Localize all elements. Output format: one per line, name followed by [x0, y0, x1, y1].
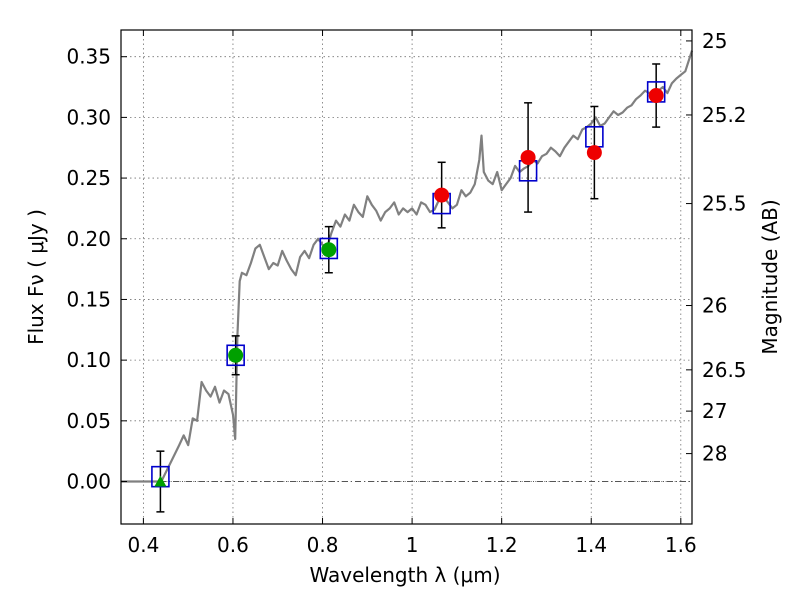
y-tick-label: 0.35 — [66, 45, 111, 69]
right-tick-label: 27 — [702, 399, 727, 423]
axis-ticks: 0.4 0.6 0.8 1 1.2 1.4 1.6 0.00 0.05 0.10 0.15 0.20 0… — [66, 29, 746, 557]
synthetic-flux-box — [226, 344, 245, 367]
x-tick-label: 1 — [406, 533, 419, 557]
photometry-point — [586, 145, 602, 161]
observed-photometry-points — [154, 88, 664, 487]
y-tick-label: 0.15 — [66, 287, 111, 311]
y-tick-label: 0.30 — [66, 105, 111, 129]
right-tick-label: 26 — [702, 294, 727, 318]
photometry-point — [434, 187, 450, 203]
error-bars — [156, 63, 661, 513]
x-tick-label: 0.8 — [307, 533, 339, 557]
synthetic-flux-box — [151, 465, 170, 488]
right-tick-label: 25.2 — [702, 103, 747, 127]
photometry-point — [648, 88, 664, 104]
y-tick-label: 0.00 — [66, 470, 111, 494]
axes-frame — [120, 29, 693, 525]
right-tick-label: 25.5 — [702, 192, 747, 216]
x-tick-label: 1.2 — [486, 533, 518, 557]
model-spectrum-series — [121, 50, 694, 483]
right-tick-label: 26.5 — [702, 358, 747, 382]
y-tick-label: 0.05 — [66, 409, 111, 433]
plot-frame — [120, 29, 693, 525]
model-spectrum-line — [121, 50, 694, 483]
x-tick-label: 1.6 — [665, 533, 697, 557]
x-tick-label: 1.4 — [575, 533, 607, 557]
synthetic-flux-box — [319, 237, 339, 260]
photometry-point — [520, 149, 536, 165]
y-tick-label: 0.20 — [66, 227, 111, 251]
synthetic-photometry-boxes — [151, 81, 666, 488]
grid — [121, 30, 692, 524]
right-tick-label: 28 — [702, 442, 727, 466]
x-tick-label: 0.6 — [217, 533, 249, 557]
x-tick-label: 0.4 — [127, 533, 159, 557]
x-axis-title: Wavelength λ (μm) — [309, 563, 500, 587]
photometry-point — [228, 347, 244, 363]
photometry-point — [154, 475, 167, 487]
y-tick-label: 0.10 — [66, 348, 111, 372]
right-tick-label: 25 — [702, 29, 727, 53]
y-tick-label: 0.25 — [66, 166, 111, 190]
photometry-point — [321, 242, 337, 258]
y-axis-title: Flux Fν ( μJy ) — [24, 209, 48, 345]
y-axis-right-title: Magnitude (AB) — [758, 199, 782, 354]
